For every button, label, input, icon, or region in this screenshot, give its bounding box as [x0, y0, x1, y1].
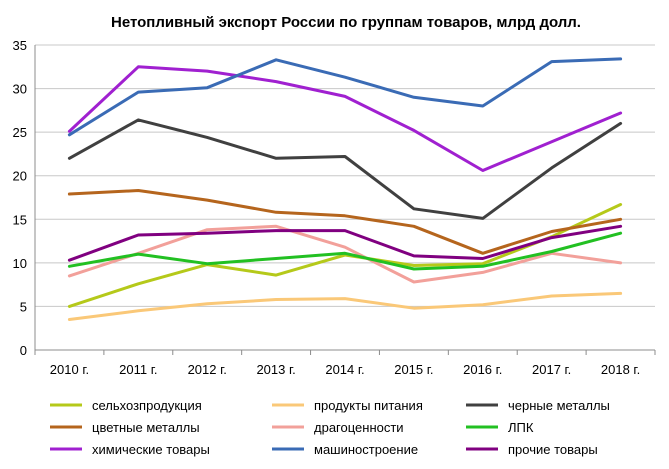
- axes: 0 5 10 15 20 25 30 35 2010 г. 2011 г. 2012 г. 2013 …: [13, 38, 656, 377]
- x-tick-label: 2013 г.: [256, 362, 295, 377]
- y-tick-label: 35: [13, 38, 27, 53]
- series-line-6: [67, 65, 623, 172]
- y-tick-label: 0: [20, 343, 27, 358]
- legend-label: прочие товары: [508, 442, 598, 457]
- x-tick-label: 2011 г.: [119, 362, 157, 377]
- series-line-8: [67, 224, 623, 262]
- x-tick-label: 2016 г.: [463, 362, 502, 377]
- x-tick-label: 2018 г.: [601, 362, 640, 377]
- x-tick-label: 2015 г.: [394, 362, 433, 377]
- chart-title: Нетопливный экспорт России по группам то…: [111, 14, 581, 31]
- x-tick-label: 2017 г.: [532, 362, 571, 377]
- legend-label: продукты питания: [314, 398, 423, 413]
- legend: сельхозпродукция продукты питания черные м…: [50, 398, 610, 457]
- gridlines: [35, 44, 655, 307]
- series-line-1: [67, 291, 623, 321]
- series-line-5: [67, 231, 623, 271]
- series-line-2: [67, 118, 623, 220]
- legend-label: химические товары: [92, 442, 210, 457]
- y-tick-label: 10: [13, 256, 27, 271]
- series-line-4: [67, 224, 623, 284]
- y-tick-label: 25: [13, 125, 27, 140]
- x-tick-label: 2010 г.: [50, 362, 89, 377]
- legend-label: черные металлы: [508, 398, 610, 413]
- legend-label: драгоценности: [314, 420, 404, 435]
- y-tick-label: 20: [13, 169, 27, 184]
- legend-label: сельхозпродукция: [92, 398, 202, 413]
- legend-label: ЛПК: [508, 420, 534, 435]
- y-tick-label: 5: [20, 299, 27, 314]
- legend-label: цветные металлы: [92, 420, 200, 435]
- x-tick-label: 2012 г.: [188, 362, 227, 377]
- x-tick-label: 2014 г.: [325, 362, 364, 377]
- legend-label: машиностроение: [314, 442, 418, 457]
- series-line-3: [67, 189, 623, 255]
- y-tick-label: 15: [13, 212, 27, 227]
- series-line-7: [67, 57, 623, 137]
- y-tick-label: 30: [13, 82, 27, 97]
- series-lines: [67, 57, 623, 321]
